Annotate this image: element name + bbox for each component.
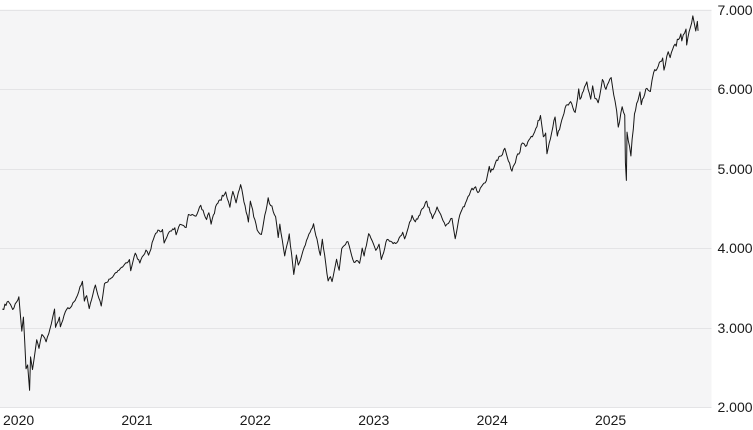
x-tick-label: 2020 [3,412,34,428]
y-tick-label: 3.000 [718,320,753,336]
y-tick-label: 5.000 [718,161,753,177]
gridlines [0,10,712,408]
x-tick-label: 2022 [240,412,271,428]
y-tick-label: 6.000 [718,81,753,97]
y-tick-label: 7.000 [718,2,753,18]
plot-area[interactable] [0,9,712,408]
y-tick-label: 4.000 [718,240,753,256]
x-tick-label: 2024 [477,412,508,428]
x-tick-label: 2021 [121,412,152,428]
price-line-series [2,15,699,391]
y-axis: 7.000 6.000 5.000 4.000 3.000 2.000 [718,2,753,415]
y-tick-label: 2.000 [718,399,753,415]
x-axis: 2020 2021 2022 2023 2024 2025 [3,412,626,428]
x-tick-label: 2025 [595,412,626,428]
x-tick-label: 2023 [358,412,389,428]
